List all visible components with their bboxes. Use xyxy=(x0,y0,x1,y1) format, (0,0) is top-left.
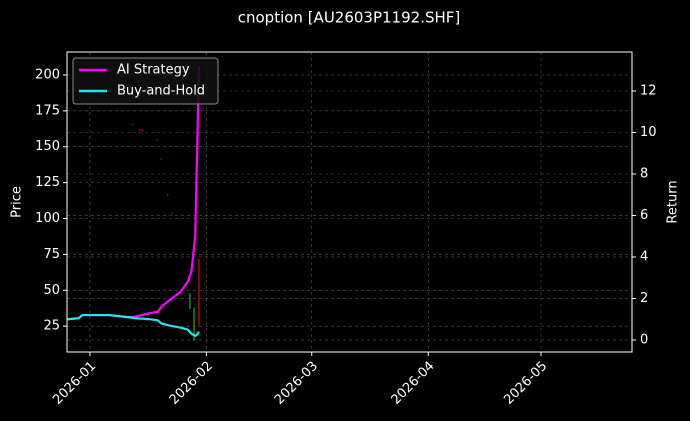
y2-axis-label: Return xyxy=(666,180,681,223)
y-tick-label: 200 xyxy=(35,67,60,82)
x-tick-label: 2026-02 xyxy=(167,359,216,408)
y-tick-label: 150 xyxy=(35,139,60,154)
line-series xyxy=(67,313,200,338)
y-tick-label: 175 xyxy=(35,103,60,118)
candle xyxy=(141,129,144,131)
y2-tick-label: 2 xyxy=(640,291,648,306)
candle xyxy=(189,293,191,309)
x-tick-label: 2026-05 xyxy=(501,359,550,408)
y-tick-label: 50 xyxy=(43,283,60,298)
y-tick-label: 75 xyxy=(43,247,60,262)
y2-tick-label: 0 xyxy=(640,332,648,347)
candle xyxy=(193,307,195,341)
y-axis-label: Price xyxy=(10,186,25,218)
candle xyxy=(156,139,158,141)
y2-tick-label: 8 xyxy=(640,166,648,181)
candle xyxy=(139,129,141,131)
y-tick-label: 125 xyxy=(35,175,60,190)
x-tick-label: 2026-01 xyxy=(50,359,99,408)
candle xyxy=(167,194,169,196)
x-tick-label: 2026-04 xyxy=(389,359,438,408)
y-tick-label: 100 xyxy=(35,211,60,226)
chart-title: cnoption [AU2603P1192.SHF] xyxy=(238,9,461,27)
x-tick-label: 2026-03 xyxy=(272,359,321,408)
y2-tick-label: 6 xyxy=(640,208,648,223)
legend-label: AI Strategy xyxy=(117,63,190,78)
y2-tick-label: 4 xyxy=(640,249,648,264)
y2-tick-label: 10 xyxy=(640,125,657,140)
legend-box xyxy=(72,57,219,105)
y-tick-label: 25 xyxy=(43,319,60,334)
legend-label: Buy-and-Hold xyxy=(117,84,205,99)
candle xyxy=(132,123,134,126)
plot-frame xyxy=(66,51,633,353)
candle xyxy=(160,158,162,160)
candle xyxy=(198,258,200,327)
y2-tick-label: 12 xyxy=(640,84,657,99)
candle xyxy=(171,212,173,215)
